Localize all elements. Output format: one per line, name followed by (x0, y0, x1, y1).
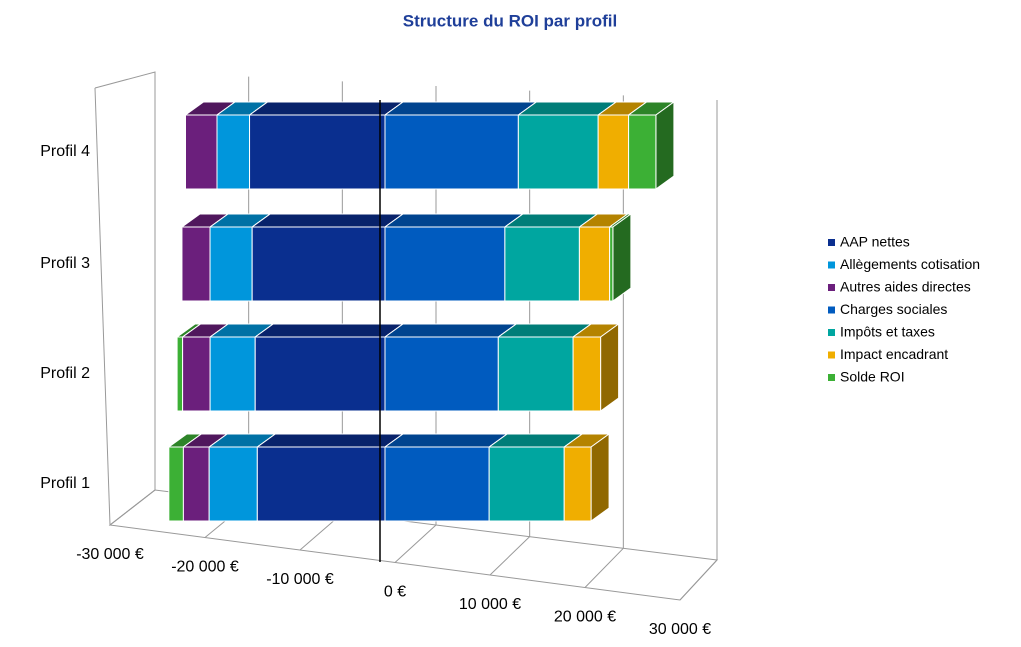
bar (517, 114, 599, 190)
bar (628, 114, 657, 190)
bar-top (383, 433, 509, 448)
bar-top (383, 323, 518, 338)
bar (497, 336, 574, 412)
bar (384, 114, 519, 190)
y-tick-label: Profil 4 (40, 143, 90, 160)
legend-swatch (828, 329, 835, 336)
legend-label: Solde ROI (840, 369, 905, 385)
legend-label: Charges sociales (840, 301, 947, 317)
bar-side (590, 433, 610, 522)
bar-top (255, 433, 405, 448)
y-tick-label: Profil 2 (40, 365, 90, 382)
bar (572, 336, 602, 412)
bar (182, 446, 210, 522)
x-tick-label: 0 € (384, 584, 406, 601)
bar (597, 114, 630, 190)
grid-line (584, 547, 624, 588)
legend-label: Impact encadrant (840, 346, 948, 362)
bar (384, 446, 490, 522)
bar-side (655, 101, 675, 190)
legend-swatch (828, 374, 835, 381)
grid-line (679, 559, 718, 601)
bar (209, 226, 253, 302)
bar-top (253, 323, 405, 338)
bar (384, 226, 506, 302)
x-tick-label: 20 000 € (554, 609, 616, 626)
legend-label: AAP nettes (840, 234, 910, 250)
bar (251, 226, 386, 302)
bar-side (612, 213, 632, 302)
bar (216, 114, 251, 190)
bar (168, 446, 184, 522)
x-tick-label: 30 000 € (649, 621, 711, 638)
grid-line (109, 489, 156, 526)
y-tick-label: Profil 1 (40, 475, 90, 492)
legend-swatch (828, 351, 835, 359)
y-tick-label: Profil 3 (40, 255, 90, 272)
grid-line (489, 536, 531, 576)
bar (504, 226, 580, 302)
x-tick-label: -30 000 € (76, 546, 144, 563)
bar (384, 336, 499, 412)
grid-line (394, 524, 437, 563)
bar (609, 226, 614, 302)
bar (208, 446, 258, 522)
bar-top (383, 213, 525, 228)
bar (176, 336, 184, 412)
x-tick-label: -20 000 € (171, 559, 239, 576)
bar (254, 336, 386, 412)
legend-swatch (828, 306, 835, 314)
bar-side (600, 323, 620, 412)
bar (563, 446, 592, 522)
legend-swatch (828, 261, 835, 269)
legend-swatch (828, 284, 835, 291)
bar (209, 336, 256, 412)
bar-top (383, 101, 538, 116)
bar (181, 226, 211, 302)
legend-label: Allègements cotisation (840, 256, 980, 272)
bar (249, 114, 386, 190)
bar (578, 226, 611, 302)
x-tick-label: -10 000 € (266, 571, 334, 588)
bar (488, 446, 565, 522)
chart-title: Structure du ROI par profil (403, 11, 617, 30)
legend-label: Autres aides directes (840, 279, 971, 295)
bar (256, 446, 386, 522)
legend-label: Impôts et taxes (840, 324, 935, 340)
x-tick-label: 10 000 € (459, 596, 521, 613)
bar (185, 114, 218, 190)
bar (182, 336, 211, 412)
legend-swatch (828, 239, 835, 246)
left-wall (94, 71, 156, 526)
